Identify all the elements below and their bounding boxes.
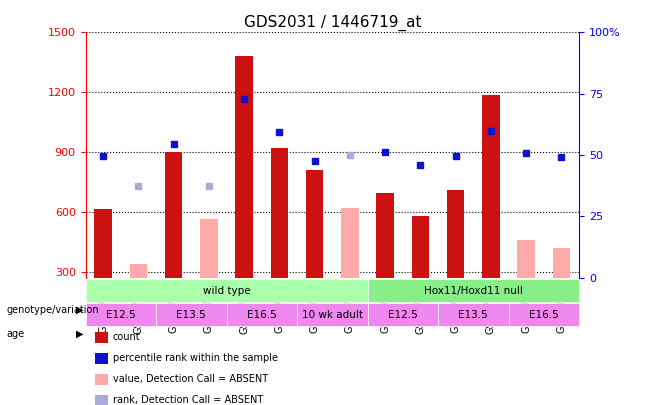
Text: wild type: wild type [203, 286, 250, 296]
Bar [341, 208, 359, 278]
FancyBboxPatch shape [86, 303, 156, 326]
Text: age: age [7, 329, 25, 339]
Text: E13.5: E13.5 [176, 310, 206, 320]
Text: 10 wk adult: 10 wk adult [302, 310, 363, 320]
FancyBboxPatch shape [438, 303, 509, 326]
Bar [270, 148, 288, 278]
Bar [200, 219, 218, 278]
Bar [517, 240, 535, 278]
Bar [95, 332, 108, 343]
Bar [95, 374, 108, 385]
FancyBboxPatch shape [368, 303, 438, 326]
Text: percentile rank within the sample: percentile rank within the sample [113, 353, 278, 363]
FancyBboxPatch shape [86, 279, 368, 302]
Bar [130, 264, 147, 278]
Text: E13.5: E13.5 [459, 310, 488, 320]
Bar [94, 209, 112, 278]
Bar [482, 95, 499, 278]
Bar [376, 193, 394, 278]
Text: value, Detection Call = ABSENT: value, Detection Call = ABSENT [113, 374, 268, 384]
Bar [95, 353, 108, 364]
Bar [447, 190, 465, 278]
FancyBboxPatch shape [509, 303, 579, 326]
Text: Hox11/Hoxd11 null: Hox11/Hoxd11 null [424, 286, 522, 296]
Text: ▶: ▶ [76, 305, 83, 315]
FancyBboxPatch shape [156, 303, 226, 326]
Bar [306, 170, 324, 278]
FancyBboxPatch shape [226, 303, 297, 326]
FancyBboxPatch shape [368, 279, 579, 302]
Bar [553, 248, 570, 278]
Text: rank, Detection Call = ABSENT: rank, Detection Call = ABSENT [113, 395, 263, 405]
Text: count: count [113, 333, 140, 342]
Text: genotype/variation: genotype/variation [7, 305, 99, 315]
Text: E12.5: E12.5 [388, 310, 418, 320]
Bar [95, 395, 108, 405]
Text: E12.5: E12.5 [106, 310, 136, 320]
Title: GDS2031 / 1446719_at: GDS2031 / 1446719_at [243, 15, 421, 31]
Bar [412, 216, 429, 278]
Bar [165, 152, 182, 278]
Text: E16.5: E16.5 [529, 310, 559, 320]
Text: ▶: ▶ [76, 329, 83, 339]
Text: E16.5: E16.5 [247, 310, 276, 320]
FancyBboxPatch shape [297, 303, 368, 326]
Bar [236, 56, 253, 278]
